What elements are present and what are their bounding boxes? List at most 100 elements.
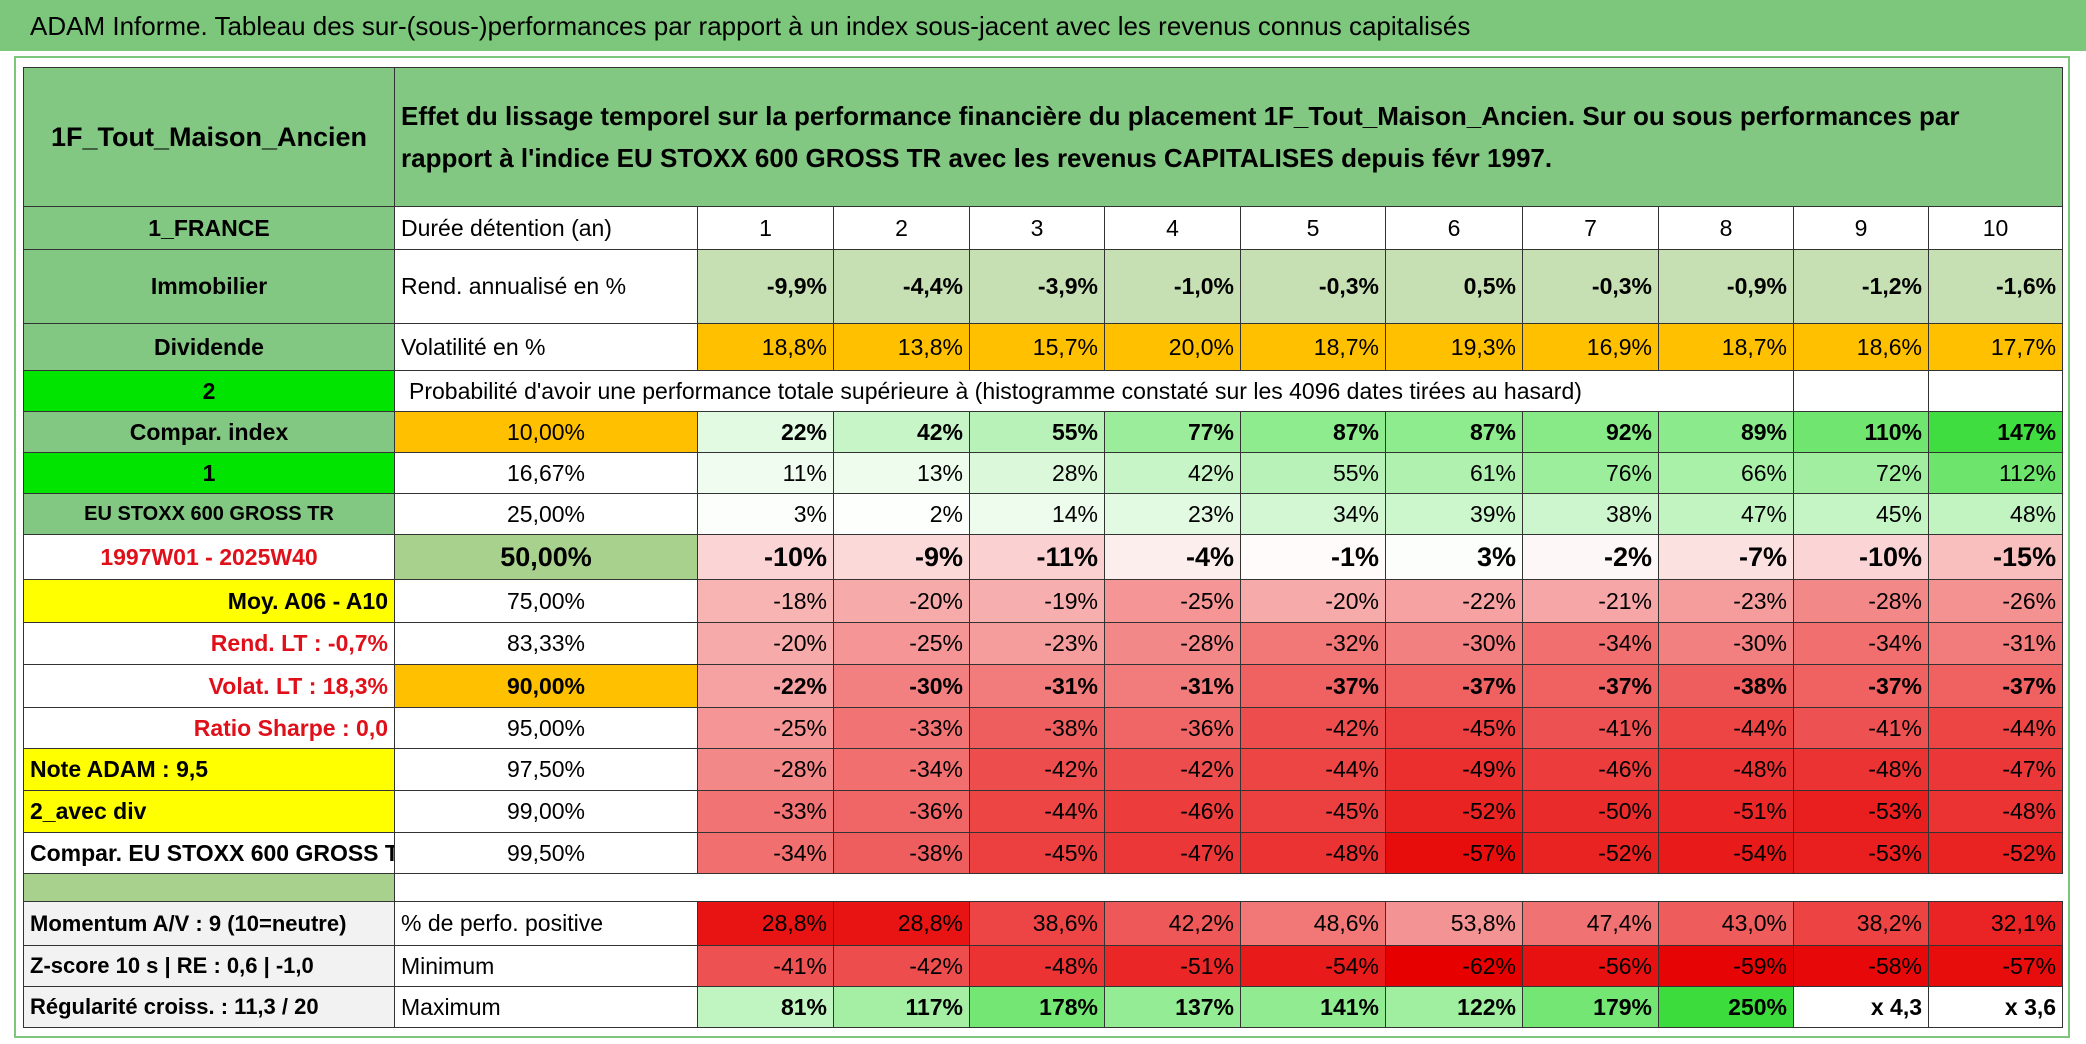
row-sublabel: 97,50% xyxy=(394,748,698,791)
value-cell: 38% xyxy=(1522,493,1659,535)
table-row: Compar. index 10,00% 22% 42% 55% 77% 87% 87% 92%… xyxy=(23,411,2064,453)
value-cell: -26% xyxy=(1927,579,2064,623)
value-cell: 38,2% xyxy=(1793,901,1929,946)
row-label: 2 xyxy=(23,370,395,412)
row-sublabel: Volatilité en % xyxy=(394,323,698,371)
value-cell: 137% xyxy=(1104,986,1241,1028)
value-cell: -20% xyxy=(697,622,834,665)
value-cell: -52% xyxy=(1385,790,1523,833)
value-cell: -47% xyxy=(1104,832,1241,874)
value-cell: 122% xyxy=(1385,986,1523,1028)
value-cell: -1,2% xyxy=(1793,249,1929,324)
value-cell: -48% xyxy=(1927,790,2064,833)
value-cell: -15% xyxy=(1927,534,2064,580)
value-cell: 19,3% xyxy=(1385,323,1523,371)
value-cell: 3% xyxy=(697,493,834,535)
value-cell: 32,1% xyxy=(1927,901,2064,946)
table-row: 2 Probabilité d'avoir une performance tot… xyxy=(23,370,2064,412)
value-cell: 112% xyxy=(1927,452,2064,494)
row-label: Rend. LT : -0,7% xyxy=(23,622,395,665)
value-cell: -30% xyxy=(1658,622,1794,665)
value-cell: -42% xyxy=(1240,707,1386,749)
row-label: Note ADAM : 9,5 xyxy=(23,748,395,791)
value-cell: 48,6% xyxy=(1240,901,1386,946)
value-cell: 178% xyxy=(969,986,1105,1028)
empty-cell xyxy=(1927,370,2064,412)
row-label: Momentum A/V : 9 (10=neutre) xyxy=(23,901,395,946)
value-cell: -57% xyxy=(1927,945,2064,987)
value-cell: 77% xyxy=(1104,411,1241,453)
row-sublabel: Rend. annualisé en % xyxy=(394,249,698,324)
value-cell: -38% xyxy=(969,707,1105,749)
table-row: 1 16,67% 11% 13% 28% 42% 55% 61% 76% 66% 72% 112% xyxy=(23,452,2064,494)
value-cell: -2% xyxy=(1522,534,1659,580)
value-cell: 11% xyxy=(697,452,834,494)
value-cell: -31% xyxy=(1927,622,2064,665)
value-cell: 7 xyxy=(1522,206,1659,250)
value-cell: 3 xyxy=(969,206,1105,250)
value-cell: 87% xyxy=(1385,411,1523,453)
row-sublabel: Minimum xyxy=(394,945,698,987)
row-label: Régularité croiss. : 11,3 / 20 xyxy=(23,986,395,1028)
value-cell: 34% xyxy=(1240,493,1386,535)
value-cell: -53% xyxy=(1793,832,1929,874)
value-cell: -21% xyxy=(1522,579,1659,623)
value-cell: 141% xyxy=(1240,986,1386,1028)
spacer-cell xyxy=(23,873,395,902)
value-cell: -48% xyxy=(1240,832,1386,874)
value-cell: -42% xyxy=(969,748,1105,791)
row-label: Z-score 10 s | RE : 0,6 | -1,0 xyxy=(23,945,395,987)
value-cell: 14% xyxy=(969,493,1105,535)
spacer-row xyxy=(23,873,2063,902)
value-cell: -18% xyxy=(697,579,834,623)
value-cell: -30% xyxy=(833,664,970,708)
value-cell: 55% xyxy=(1240,452,1386,494)
row-sublabel: 50,00% xyxy=(394,534,698,580)
value-cell: -37% xyxy=(1240,664,1386,708)
value-cell: -22% xyxy=(1385,579,1523,623)
value-cell: -53% xyxy=(1793,790,1929,833)
title-bar: ADAM Informe. Tableau des sur-(sous-)per… xyxy=(0,0,2086,51)
value-cell: -42% xyxy=(1104,748,1241,791)
table-row: 1_FRANCE Durée détention (an) 1 2 3 4 5 6 7 8 9 10 xyxy=(23,206,2064,250)
table-row: Dividende Volatilité en % 18,8% 13,8% 15,7% 2… xyxy=(23,323,2064,371)
value-cell: -41% xyxy=(1522,707,1659,749)
value-cell: -52% xyxy=(1522,832,1659,874)
value-cell: -28% xyxy=(697,748,834,791)
value-cell: -10% xyxy=(1793,534,1929,580)
row-sublabel: % de perfo. positive xyxy=(394,901,698,946)
value-cell: 55% xyxy=(969,411,1105,453)
value-cell: -58% xyxy=(1793,945,1929,987)
value-cell: 13,8% xyxy=(833,323,970,371)
row-sublabel: 95,00% xyxy=(394,707,698,749)
value-cell: -41% xyxy=(697,945,834,987)
value-cell: 28,8% xyxy=(697,901,834,946)
value-cell: -19% xyxy=(969,579,1105,623)
value-cell: 72% xyxy=(1793,452,1929,494)
fund-name: 1F_Tout_Maison_Ancien xyxy=(23,67,395,207)
performance-table: 1F_Tout_Maison_Ancien Effet du lissage te… xyxy=(23,67,2064,1028)
row-sublabel: 16,67% xyxy=(394,452,698,494)
value-cell: -46% xyxy=(1522,748,1659,791)
value-cell: -31% xyxy=(969,664,1105,708)
value-cell: 53,8% xyxy=(1385,901,1523,946)
value-cell: -9% xyxy=(833,534,970,580)
value-cell: 47,4% xyxy=(1522,901,1659,946)
header-row: 1F_Tout_Maison_Ancien Effet du lissage te… xyxy=(23,67,2064,207)
value-cell: -0,3% xyxy=(1240,249,1386,324)
row-label: 1997W01 - 2025W40 xyxy=(23,534,395,580)
row-label: Dividende xyxy=(23,323,395,371)
value-cell: -0,9% xyxy=(1658,249,1794,324)
row-label: 2_avec div xyxy=(23,790,395,833)
value-cell: -38% xyxy=(1658,664,1794,708)
empty-cell xyxy=(1793,370,1929,412)
value-cell: -23% xyxy=(1658,579,1794,623)
value-cell: -56% xyxy=(1522,945,1659,987)
value-cell: 10 xyxy=(1927,206,2064,250)
value-cell: -57% xyxy=(1385,832,1523,874)
value-cell: -47% xyxy=(1927,748,2064,791)
value-cell: -41% xyxy=(1793,707,1929,749)
row-label: 1 xyxy=(23,452,395,494)
table-row: 2_avec div 99,00% -33% -36% -44% -46% -45% -52%… xyxy=(23,790,2064,833)
value-cell: -37% xyxy=(1385,664,1523,708)
